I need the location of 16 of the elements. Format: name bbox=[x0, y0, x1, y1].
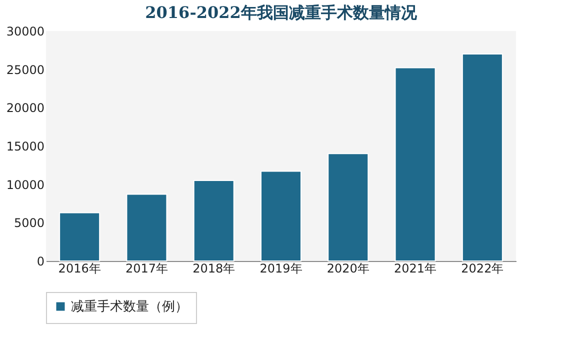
chart-title: 2016-2022年我国减重手术数量情况 bbox=[145, 3, 418, 22]
y-tick-label: 5000 bbox=[14, 216, 44, 230]
x-tick-label: 2018年 bbox=[192, 262, 236, 276]
x-tick-label: 2016年 bbox=[58, 262, 101, 276]
y-tick-label: 10000 bbox=[6, 178, 44, 192]
legend-label: 减重手术数量（例） bbox=[71, 300, 188, 314]
y-tick-label: 30000 bbox=[6, 24, 44, 38]
y-tick-label: 0 bbox=[36, 254, 44, 268]
x-tick-label: 2022年 bbox=[461, 262, 504, 276]
y-tick-label: 20000 bbox=[6, 101, 44, 116]
x-tick-label: 2021年 bbox=[394, 262, 437, 276]
y-tick-label: 25000 bbox=[6, 62, 44, 77]
x-tick-label: 2020年 bbox=[326, 262, 370, 276]
x-tick-label: 2019年 bbox=[260, 262, 302, 276]
y-tick-label: 15000 bbox=[6, 140, 44, 154]
x-tick-label: 2017年 bbox=[125, 262, 168, 276]
